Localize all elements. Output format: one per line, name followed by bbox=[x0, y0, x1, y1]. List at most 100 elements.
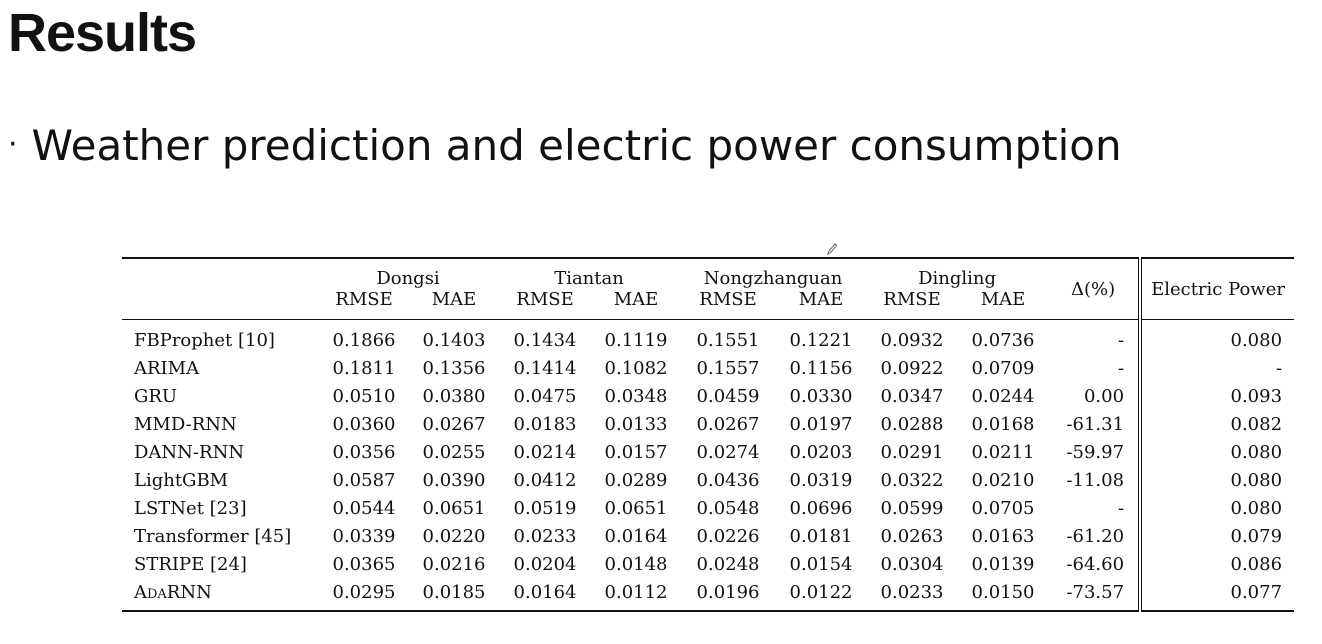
metric-cell: 0.1403 bbox=[410, 320, 498, 355]
metric-cell: 0.0139 bbox=[958, 550, 1048, 578]
electric-power-cell: - bbox=[1140, 354, 1294, 382]
metric-cell: 0.0356 bbox=[318, 438, 410, 466]
metric-cell: 0.0932 bbox=[866, 320, 958, 355]
metric-cell: 0.1551 bbox=[680, 320, 776, 355]
metric-cell: 0.0204 bbox=[498, 550, 592, 578]
method-name: ARIMA bbox=[122, 354, 318, 382]
metric-header: RMSE bbox=[866, 289, 958, 320]
group-header: Dingling bbox=[866, 258, 1048, 289]
method-name: LightGBM bbox=[122, 466, 318, 494]
metric-cell: 0.0112 bbox=[592, 578, 680, 611]
metric-cell: 0.1221 bbox=[776, 320, 866, 355]
metric-cell: 0.1414 bbox=[498, 354, 592, 382]
metric-cell: 0.0365 bbox=[318, 550, 410, 578]
method-name: STRIPE [24] bbox=[122, 550, 318, 578]
method-name: MMD-RNN bbox=[122, 410, 318, 438]
metric-cell: 0.0289 bbox=[592, 466, 680, 494]
electric-power-cell: 0.080 bbox=[1140, 320, 1294, 355]
metric-cell: 0.0133 bbox=[592, 410, 680, 438]
delta-cell: 0.00 bbox=[1048, 382, 1140, 410]
delta-cell: -11.08 bbox=[1048, 466, 1140, 494]
method-name: Transformer [45] bbox=[122, 522, 318, 550]
metric-cell: 0.0544 bbox=[318, 494, 410, 522]
metric-cell: 0.0295 bbox=[318, 578, 410, 611]
metric-cell: 0.0244 bbox=[958, 382, 1048, 410]
delta-cell: -59.97 bbox=[1048, 438, 1140, 466]
delta-cell: -73.57 bbox=[1048, 578, 1140, 611]
metric-cell: 0.0705 bbox=[958, 494, 1048, 522]
metric-cell: 0.0164 bbox=[592, 522, 680, 550]
table-row: Transformer [45] 0.0339 0.0220 0.0233 0.0164… bbox=[122, 522, 1294, 550]
metric-cell: 0.0211 bbox=[958, 438, 1048, 466]
metric-cell: 0.0203 bbox=[776, 438, 866, 466]
metric-cell: 0.0197 bbox=[776, 410, 866, 438]
metric-cell: 0.0348 bbox=[592, 382, 680, 410]
metric-header: MAE bbox=[592, 289, 680, 320]
electric-power-cell: 0.093 bbox=[1140, 382, 1294, 410]
table-row: GRU 0.0510 0.0380 0.0475 0.0348 0.0459 0.0330 0… bbox=[122, 382, 1294, 410]
metric-cell: 0.0168 bbox=[958, 410, 1048, 438]
metric-cell: 0.0210 bbox=[958, 466, 1048, 494]
metric-cell: 0.0380 bbox=[410, 382, 498, 410]
metric-cell: 0.0736 bbox=[958, 320, 1048, 355]
metric-cell: 0.1557 bbox=[680, 354, 776, 382]
method-name: AdaRNN bbox=[122, 578, 318, 611]
metric-cell: 0.0196 bbox=[680, 578, 776, 611]
metric-cell: 0.0183 bbox=[498, 410, 592, 438]
table-row: LSTNet [23] 0.0544 0.0651 0.0519 0.0651 0.054… bbox=[122, 494, 1294, 522]
bullet-dot: · bbox=[8, 117, 18, 173]
metric-cell: 0.0651 bbox=[592, 494, 680, 522]
metric-cell: 0.1811 bbox=[318, 354, 410, 382]
metric-cell: 0.0263 bbox=[866, 522, 958, 550]
metric-cell: 0.0150 bbox=[958, 578, 1048, 611]
metric-cell: 0.0510 bbox=[318, 382, 410, 410]
metric-cell: 0.0709 bbox=[958, 354, 1048, 382]
metric-cell: 0.0548 bbox=[680, 494, 776, 522]
metric-cell: 0.0154 bbox=[776, 550, 866, 578]
metric-header: RMSE bbox=[680, 289, 776, 320]
metric-cell: 0.0226 bbox=[680, 522, 776, 550]
metric-header: MAE bbox=[958, 289, 1048, 320]
metric-header: MAE bbox=[410, 289, 498, 320]
metric-cell: 0.0216 bbox=[410, 550, 498, 578]
metric-cell: 0.0651 bbox=[410, 494, 498, 522]
metric-cell: 0.1082 bbox=[592, 354, 680, 382]
metric-cell: 0.0248 bbox=[680, 550, 776, 578]
metric-cell: 0.0185 bbox=[410, 578, 498, 611]
metric-cell: 0.0360 bbox=[318, 410, 410, 438]
metric-cell: 0.1119 bbox=[592, 320, 680, 355]
metric-cell: 0.0519 bbox=[498, 494, 592, 522]
metric-cell: 0.0233 bbox=[498, 522, 592, 550]
metric-header: RMSE bbox=[498, 289, 592, 320]
metric-cell: 0.0122 bbox=[776, 578, 866, 611]
delta-cell: - bbox=[1048, 320, 1140, 355]
table-row: ARIMA 0.1811 0.1356 0.1414 0.1082 0.1557 0.115… bbox=[122, 354, 1294, 382]
electric-power-cell: 0.082 bbox=[1140, 410, 1294, 438]
metric-header: MAE bbox=[776, 289, 866, 320]
metric-cell: 0.0347 bbox=[866, 382, 958, 410]
group-header: Dongsi bbox=[318, 258, 498, 289]
metric-cell: 0.0599 bbox=[866, 494, 958, 522]
method-header bbox=[122, 258, 318, 320]
metric-cell: 0.0322 bbox=[866, 466, 958, 494]
bullet-text: Weather prediction and electric power co… bbox=[32, 121, 1122, 170]
pencil-icon[interactable] bbox=[826, 241, 838, 255]
metric-cell: 0.0319 bbox=[776, 466, 866, 494]
metric-cell: 0.0220 bbox=[410, 522, 498, 550]
metric-cell: 0.0696 bbox=[776, 494, 866, 522]
delta-cell: -61.20 bbox=[1048, 522, 1140, 550]
delta-cell: -61.31 bbox=[1048, 410, 1140, 438]
electric-power-header: Electric Power bbox=[1140, 258, 1294, 320]
table-row: DANN-RNN 0.0356 0.0255 0.0214 0.0157 0.0274 0.… bbox=[122, 438, 1294, 466]
metric-cell: 0.0412 bbox=[498, 466, 592, 494]
delta-cell: - bbox=[1048, 494, 1140, 522]
group-header: Nongzhanguan bbox=[680, 258, 866, 289]
metric-header: RMSE bbox=[318, 289, 410, 320]
electric-power-cell: 0.080 bbox=[1140, 438, 1294, 466]
results-table-body: FBProphet [10] 0.1866 0.1403 0.1434 0.1119 0.… bbox=[122, 320, 1294, 612]
metric-cell: 0.0267 bbox=[680, 410, 776, 438]
metric-cell: 0.0304 bbox=[866, 550, 958, 578]
results-table-container: Dongsi Tiantan Nongzhanguan Dingling Δ(%… bbox=[122, 257, 1294, 612]
table-row: STRIPE [24] 0.0365 0.0216 0.0204 0.0148 0.024… bbox=[122, 550, 1294, 578]
electric-power-cell: 0.077 bbox=[1140, 578, 1294, 611]
